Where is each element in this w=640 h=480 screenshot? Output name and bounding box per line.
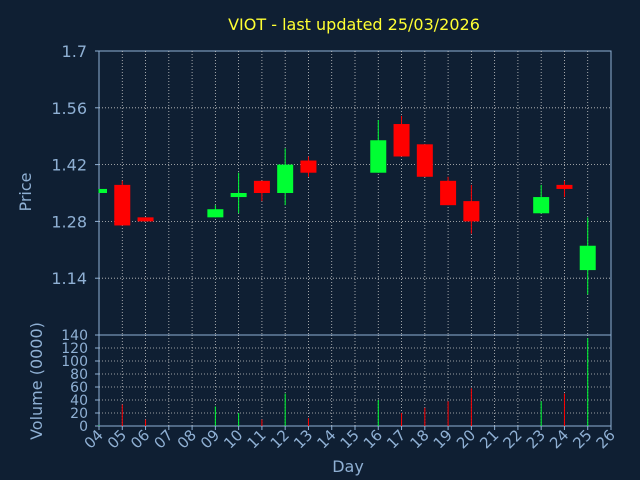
price-tick-label: 1.28 — [51, 212, 87, 231]
candle-body — [277, 164, 294, 193]
volume-tick-label: 140 — [61, 328, 88, 344]
candle-body — [300, 160, 317, 173]
candle-body — [370, 140, 387, 173]
candle-body — [533, 197, 550, 214]
price-tick-label: 1.7 — [62, 42, 87, 61]
volume-tick-label: 120 — [61, 341, 88, 357]
candle-body — [137, 217, 154, 222]
candle-body — [416, 144, 433, 177]
price-tick-label: 1.42 — [51, 156, 87, 175]
candle-body — [114, 184, 131, 226]
volume-panel: 1401201008060402000405060708091011121314… — [61, 328, 619, 452]
candle-body — [579, 245, 596, 271]
candle-body — [230, 193, 247, 198]
candle-body — [99, 188, 107, 193]
volume-tick-label: 20 — [70, 406, 88, 422]
volume-tick-label: 60 — [70, 380, 88, 396]
volume-tick-label: 40 — [70, 393, 88, 409]
price-panel: 1.7 1.56 1.42 1.28 1.14 — [51, 42, 612, 336]
candle-body — [207, 209, 224, 218]
chart-title: VIOT - last updated 25/03/2026 — [228, 15, 480, 34]
price-tick-label: 1.14 — [51, 269, 87, 288]
volume-tick-label: 100 — [61, 354, 88, 370]
volume-tick-label: 0 — [79, 419, 88, 435]
day-axis-label: Day — [332, 457, 364, 476]
candle-body — [556, 184, 573, 189]
volume-axis-label: Volume (0000) — [27, 322, 46, 440]
day-tick-label: 26 — [593, 426, 619, 452]
price-axis-label: Price — [16, 172, 35, 211]
candle-body — [393, 124, 410, 157]
candle-body — [440, 180, 457, 206]
candle-body — [463, 201, 480, 222]
candle-body — [253, 180, 270, 193]
volume-tick-label: 80 — [70, 367, 88, 383]
price-tick-label: 1.56 — [51, 99, 87, 118]
